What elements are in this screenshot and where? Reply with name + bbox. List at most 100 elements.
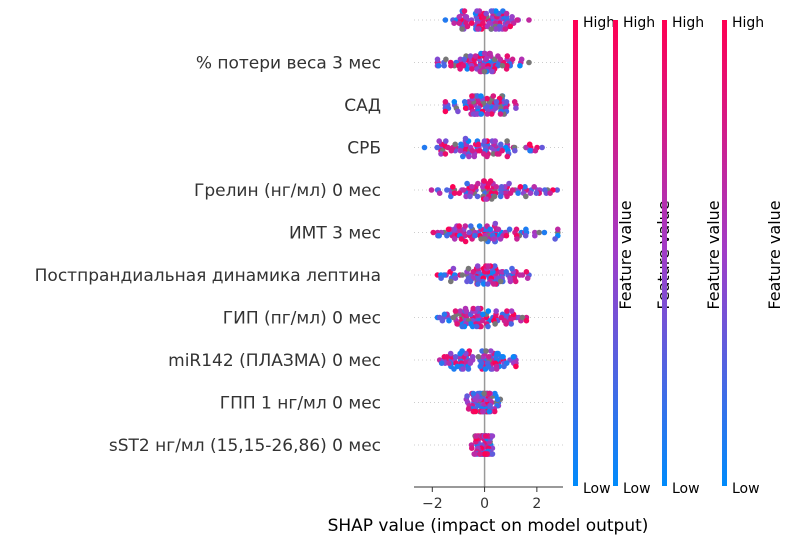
shap-point (489, 68, 495, 75)
shap-point (507, 23, 514, 30)
shap-point (533, 190, 540, 196)
shap-point (475, 354, 482, 360)
shap-point (469, 184, 475, 190)
colorbar-title: Feature value (616, 200, 635, 309)
shap-point (498, 314, 505, 321)
shap-point (469, 147, 476, 154)
shap-point (494, 151, 501, 157)
shap-point (489, 433, 496, 439)
shap-point (430, 229, 437, 236)
shap-point (497, 111, 504, 117)
shap-point (445, 226, 452, 233)
shap-point (470, 305, 477, 312)
feature-label: sST2 нг/мл (15,15-26,86) 0 мес (109, 436, 381, 456)
shap-point (456, 20, 463, 27)
shap-point (506, 226, 513, 233)
colorbar-high-label: High (672, 15, 704, 31)
shap-point (448, 278, 454, 285)
shap-point (487, 50, 493, 57)
feature-label: % потери веса 3 мес (196, 54, 381, 74)
shap-point (451, 366, 457, 372)
shap-point (464, 180, 470, 187)
colorbar-low-label: Low (732, 481, 760, 497)
shap-point (444, 232, 450, 239)
shap-point (491, 236, 497, 242)
shap-point (498, 184, 505, 190)
shap-point (462, 135, 469, 142)
shap-point (474, 263, 481, 269)
colorbar-low-label: Low (623, 481, 651, 497)
shap-point (554, 187, 560, 193)
shap-point (470, 390, 477, 397)
shap-point (474, 26, 481, 32)
feature-label: ГПП 1 нг/мл 0 мес (220, 394, 381, 414)
shap-point (481, 50, 488, 57)
shap-point (448, 193, 454, 200)
shap-point (447, 350, 454, 357)
shap-point (456, 190, 463, 196)
shap-point (517, 184, 524, 190)
shap-point (462, 105, 469, 111)
shap-point (493, 184, 500, 190)
feature-label: ГИП (пг/мл) 0 мес (223, 309, 381, 329)
shap-point (504, 138, 510, 144)
colorbars: High Low Feature value High Low Feature value… (573, 15, 784, 497)
shap-point (515, 190, 521, 196)
shap-point (483, 196, 489, 202)
shap-point (467, 193, 473, 200)
shap-point (486, 408, 493, 415)
shap-point (462, 238, 469, 245)
shap-point (508, 308, 515, 314)
shap-point (527, 147, 533, 154)
shap-point (471, 153, 478, 160)
shap-point (451, 20, 457, 27)
colorbar (662, 20, 667, 486)
shap-point (441, 272, 448, 278)
shap-point (469, 323, 476, 330)
shap-point (493, 308, 500, 314)
shap-point (536, 229, 542, 236)
x-tick-label: −2 (422, 496, 443, 512)
shap-point (475, 281, 481, 287)
shap-point (428, 187, 435, 193)
shap-point (500, 354, 506, 360)
feature-labels: % потери веса 3 мес САД СРБ Грелин (нг/мл) … (35, 54, 381, 457)
shap-point (523, 269, 530, 275)
shap-point (469, 93, 475, 99)
shap-point (503, 66, 510, 72)
shap-point (436, 314, 443, 321)
shap-point (492, 390, 498, 397)
shap-point (458, 141, 464, 148)
shap-point (465, 406, 472, 412)
shap-point (509, 265, 515, 272)
shap-point (504, 193, 510, 200)
shap-point (504, 53, 511, 59)
shap-point (527, 190, 534, 196)
shap-point (438, 151, 444, 157)
x-axis-label: SHAP value (impact on model output) (328, 516, 649, 536)
shap-point (481, 390, 487, 397)
shap-point (469, 66, 475, 72)
shap-point (479, 348, 485, 354)
x-tick-label: 0 (480, 496, 489, 512)
shap-point (466, 153, 472, 160)
feature-label: Постпрандиальная динамика лептина (35, 266, 381, 286)
shap-point (477, 68, 484, 75)
shap-point (493, 366, 500, 372)
shap-point (501, 363, 507, 370)
shap-point (512, 278, 519, 285)
shap-point (460, 187, 467, 193)
shap-point (526, 141, 533, 148)
shap-point (504, 153, 511, 160)
shap-point (469, 445, 475, 452)
shap-point (485, 354, 492, 360)
shap-point (468, 223, 474, 229)
shap-point (519, 314, 526, 321)
feature-label: Грелин (нг/мл) 0 мес (194, 181, 381, 201)
shap-point (474, 8, 480, 14)
shap-point (442, 99, 449, 105)
shap-point (465, 265, 472, 272)
shap-point (488, 8, 495, 14)
shap-point (526, 59, 532, 66)
shap-point (532, 232, 538, 239)
